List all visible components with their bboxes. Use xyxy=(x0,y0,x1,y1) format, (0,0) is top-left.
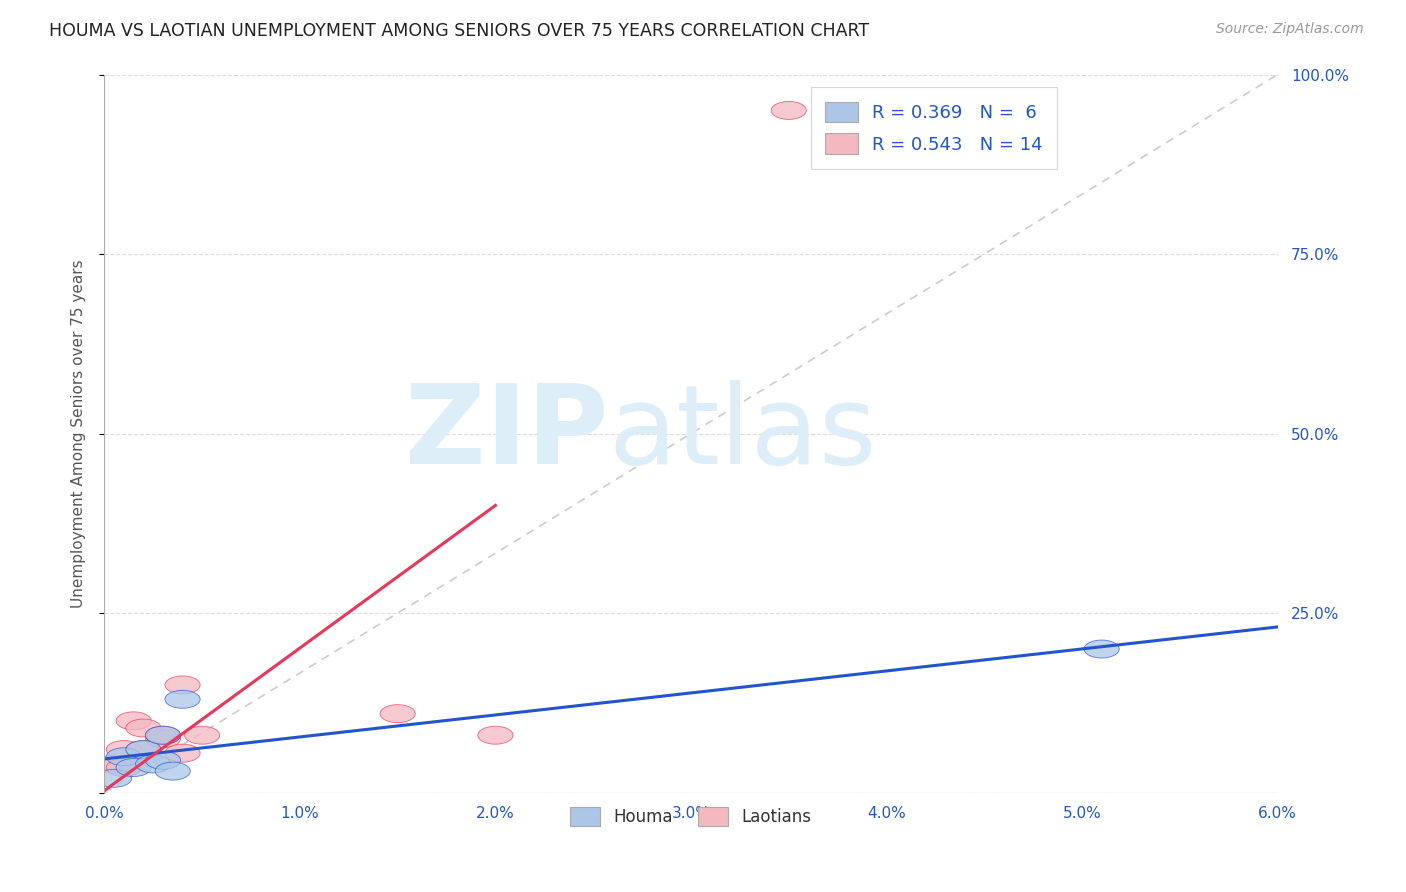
Text: Source: ZipAtlas.com: Source: ZipAtlas.com xyxy=(1216,22,1364,37)
Ellipse shape xyxy=(117,758,152,777)
Ellipse shape xyxy=(117,712,152,730)
Ellipse shape xyxy=(145,751,180,769)
Ellipse shape xyxy=(380,705,415,723)
Ellipse shape xyxy=(145,726,180,744)
Ellipse shape xyxy=(107,747,142,765)
Ellipse shape xyxy=(165,690,200,708)
Ellipse shape xyxy=(97,755,132,772)
Ellipse shape xyxy=(165,744,200,762)
Text: atlas: atlas xyxy=(609,380,877,487)
Ellipse shape xyxy=(478,726,513,744)
Ellipse shape xyxy=(97,769,132,788)
Ellipse shape xyxy=(770,102,806,120)
Text: HOUMA VS LAOTIAN UNEMPLOYMENT AMONG SENIORS OVER 75 YEARS CORRELATION CHART: HOUMA VS LAOTIAN UNEMPLOYMENT AMONG SENI… xyxy=(49,22,869,40)
Ellipse shape xyxy=(135,755,170,772)
Ellipse shape xyxy=(145,730,180,747)
Ellipse shape xyxy=(107,758,142,777)
Ellipse shape xyxy=(107,740,142,758)
Ellipse shape xyxy=(165,676,200,694)
Ellipse shape xyxy=(125,740,162,758)
Legend: Houma, Laotians: Houma, Laotians xyxy=(562,798,820,835)
Ellipse shape xyxy=(125,740,162,758)
Ellipse shape xyxy=(125,719,162,737)
Ellipse shape xyxy=(184,726,219,744)
Text: ZIP: ZIP xyxy=(405,380,609,487)
Ellipse shape xyxy=(1084,640,1119,658)
Ellipse shape xyxy=(155,762,190,780)
Y-axis label: Unemployment Among Seniors over 75 years: Unemployment Among Seniors over 75 years xyxy=(72,260,86,608)
Ellipse shape xyxy=(145,726,180,744)
